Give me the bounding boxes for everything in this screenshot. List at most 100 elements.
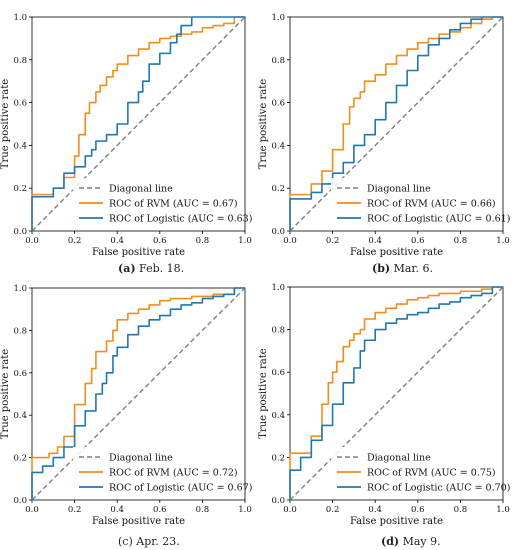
x-tick-label: 0.2 (68, 236, 82, 246)
x-tick-label: 0.2 (68, 505, 82, 515)
caption-d: (d) May 9. (381, 535, 441, 548)
roc-logistic-line (31, 287, 245, 500)
x-tick-label: 1.0 (496, 505, 510, 515)
roc-rvm-line (31, 16, 245, 231)
y-tick-label: 0.6 (13, 99, 27, 109)
y-tick-label: 0.6 (13, 369, 27, 379)
x-tick-label: 0.8 (196, 505, 210, 515)
y-tick-label: 1.0 (271, 13, 285, 23)
x-tick-label: 1.0 (496, 236, 510, 246)
plot-frame (31, 287, 246, 501)
y-tick-label: 0.4 (13, 411, 27, 421)
roc-rvm-line (289, 286, 503, 500)
diagonal-line (31, 16, 246, 232)
x-axis-label: False positive rate (350, 516, 443, 527)
caption-a: (a) Feb. 18. (118, 262, 185, 275)
x-tick-label: 0.0 (25, 505, 39, 515)
y-tick-label: 0.4 (13, 141, 27, 151)
plot-frame (31, 16, 246, 232)
plot-frame (289, 16, 504, 232)
x-tick-label: 0.6 (411, 505, 425, 515)
y-tick-label: 0.2 (13, 454, 27, 464)
x-tick-label: 0.2 (326, 505, 340, 515)
y-tick-label: 0.6 (271, 99, 285, 109)
legend-item-logistic: ROC of Logistic (AUC = 0.67) (79, 483, 252, 494)
x-axis-label: False positive rate (92, 247, 185, 258)
x-tick-label: 0.4 (110, 236, 124, 246)
legend-label: Diagonal line (367, 453, 431, 464)
legend-label: ROC of RVM (AUC = 0.66) (367, 199, 496, 210)
y-tick-label: 1.0 (13, 13, 27, 23)
roc-logistic-line (289, 286, 503, 500)
y-tick-label: 0.4 (271, 141, 285, 151)
x-tick-label: 0.0 (283, 236, 297, 246)
x-tick-label: 0.4 (368, 236, 382, 246)
x-tick-label: 0.6 (411, 236, 425, 246)
y-tick-label: 1.0 (271, 283, 285, 293)
legend-label: ROC of Logistic (AUC = 0.61) (367, 214, 510, 225)
y-axis-label: True positive rate (0, 79, 11, 169)
x-tick-label: 0.8 (196, 236, 210, 246)
y-tick-label: 0.2 (271, 184, 285, 194)
y-tick-label: 0.8 (271, 56, 285, 66)
legend-label: ROC of Logistic (AUC = 0.67) (109, 483, 252, 494)
x-tick-label: 0.4 (110, 505, 124, 515)
x-tick-label: 0.6 (153, 236, 167, 246)
x-tick-label: 0.2 (326, 236, 340, 246)
x-tick-label: 0.0 (283, 505, 297, 515)
diagonal-line (289, 16, 504, 232)
y-tick-label: 0.0 (271, 496, 285, 506)
y-tick-label: 0.8 (271, 326, 285, 336)
legend-label: ROC of RVM (AUC = 0.75) (367, 468, 496, 479)
y-tick-label: 0.2 (13, 184, 27, 194)
x-axis-label: False positive rate (92, 516, 185, 527)
y-tick-label: 0.4 (271, 411, 285, 421)
legend-item-diagonal: Diagonal line (337, 184, 431, 195)
roc-logistic-line (289, 16, 503, 231)
caption-c: (c) Apr. 23. (118, 535, 180, 548)
x-tick-label: 0.0 (25, 236, 39, 246)
legend-label: ROC of Logistic (AUC = 0.63) (109, 214, 252, 225)
x-axis-label: False positive rate (350, 247, 443, 258)
legend-item-rvm: ROC of RVM (AUC = 0.66) (337, 199, 496, 210)
y-tick-label: 0.2 (271, 453, 285, 463)
legend-item-logistic: ROC of Logistic (AUC = 0.70) (337, 483, 510, 494)
x-tick-label: 0.8 (454, 505, 468, 515)
legend-item-diagonal: Diagonal line (79, 453, 173, 464)
y-axis-label: True positive rate (258, 348, 269, 438)
y-tick-label: 0.0 (13, 496, 27, 506)
legend-item-logistic: ROC of Logistic (AUC = 0.63) (79, 214, 252, 225)
legend-label: ROC of RVM (AUC = 0.67) (109, 199, 238, 210)
y-axis-label: True positive rate (258, 79, 269, 169)
legend-item-diagonal: Diagonal line (337, 453, 431, 464)
y-tick-label: 0.6 (271, 368, 285, 378)
x-tick-label: 1.0 (238, 236, 252, 246)
plot-frame (289, 286, 504, 501)
caption-b: (b) Mar. 6. (372, 262, 433, 275)
x-tick-label: 0.8 (454, 236, 468, 246)
legend-item-rvm: ROC of RVM (AUC = 0.67) (79, 199, 238, 210)
legend-label: Diagonal line (109, 184, 173, 195)
diagonal-line (31, 287, 246, 501)
y-tick-label: 0.8 (13, 56, 27, 66)
legend-label: ROC of RVM (AUC = 0.72) (109, 468, 238, 479)
y-tick-label: 0.0 (271, 227, 285, 237)
legend-label: Diagonal line (109, 453, 173, 464)
legend-label: ROC of Logistic (AUC = 0.70) (367, 483, 510, 494)
legend-item-logistic: ROC of Logistic (AUC = 0.61) (337, 214, 510, 225)
y-tick-label: 1.0 (13, 284, 27, 294)
y-tick-label: 0.8 (13, 326, 27, 336)
legend-label: Diagonal line (367, 184, 431, 195)
x-tick-label: 1.0 (238, 505, 252, 515)
x-tick-label: 0.4 (368, 505, 382, 515)
legend-item-rvm: ROC of RVM (AUC = 0.72) (79, 468, 238, 479)
roc-logistic-line (31, 16, 245, 231)
